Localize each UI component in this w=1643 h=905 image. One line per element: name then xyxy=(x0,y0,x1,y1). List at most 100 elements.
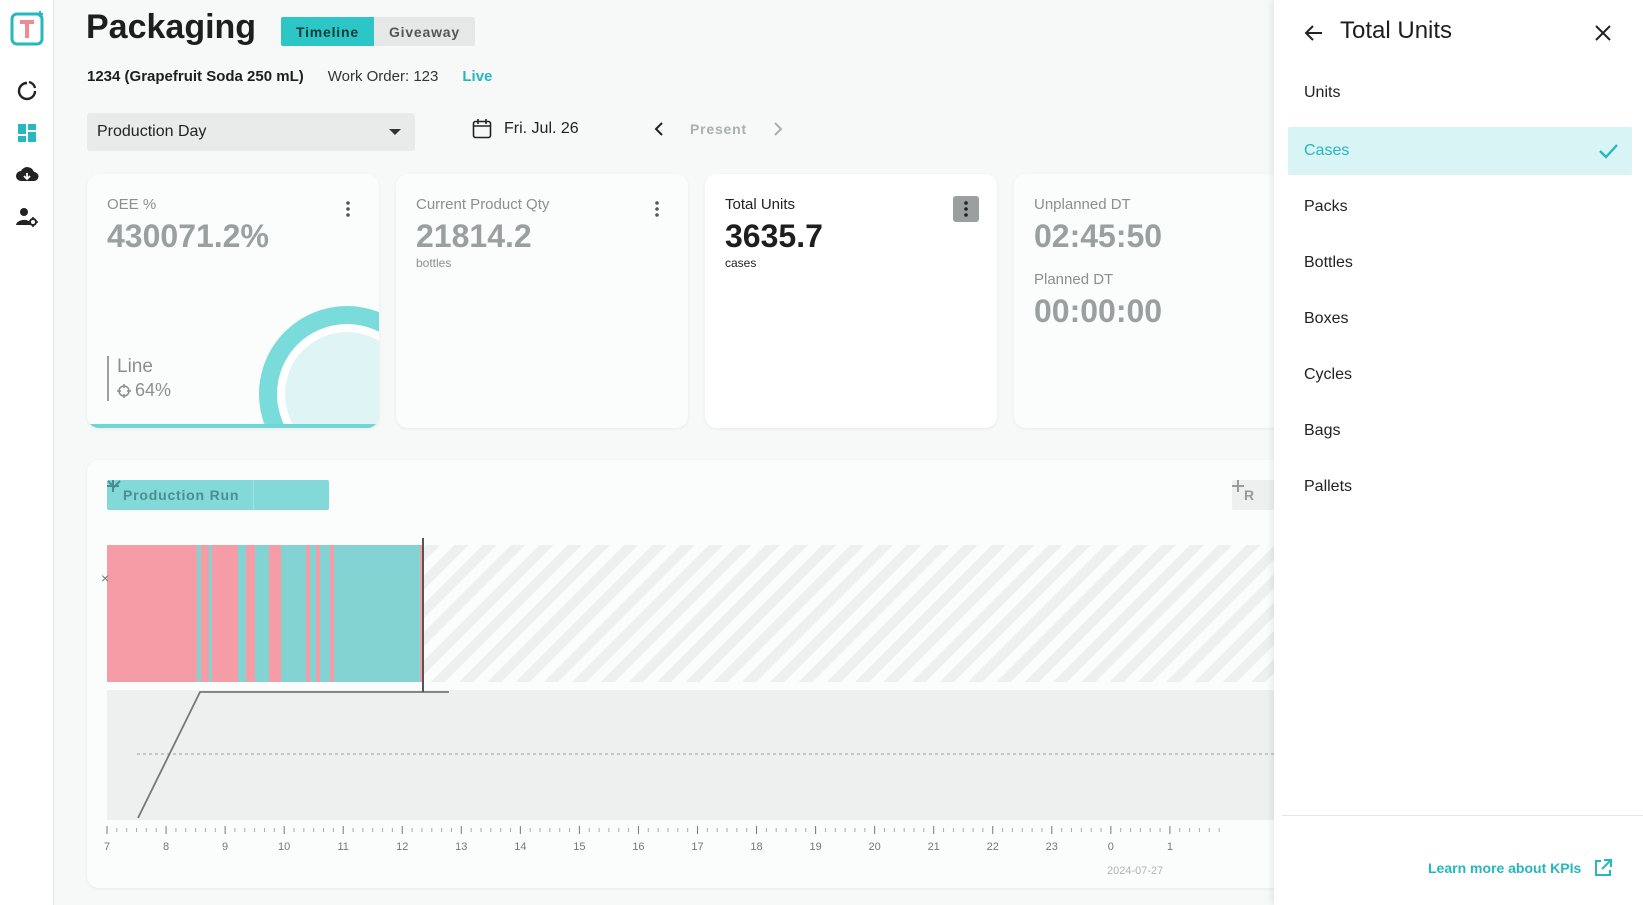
cloud-icon[interactable] xyxy=(14,161,40,187)
chevron-down-icon[interactable] xyxy=(107,480,329,510)
chevron-right-icon[interactable] xyxy=(767,118,789,140)
target-icon xyxy=(117,383,131,398)
status-segment-down[interactable] xyxy=(269,545,281,682)
learn-more-link[interactable]: Learn more about KPIs xyxy=(1428,858,1613,878)
x-tick-label: 21 xyxy=(928,841,940,853)
card-accent-bar xyxy=(87,424,379,428)
x-tick-label: 9 xyxy=(222,841,228,853)
rate-chart-area xyxy=(107,690,1287,820)
kpi-card-downtime[interactable]: Unplanned DT 02:45:50 Planned DT 00:00:0… xyxy=(1014,174,1306,428)
kpi-unit: bottles xyxy=(416,256,452,270)
product-name: 1234 (Grapefruit Soda 250 mL) xyxy=(87,68,304,85)
more-vert-icon[interactable] xyxy=(644,196,670,222)
status-segment-down[interactable] xyxy=(212,545,238,682)
x-tick-label: 16 xyxy=(632,841,644,853)
x-axis: 7 8 9 10 11 12 13 14 15 16 17 18 19 20 21 22 23 0 1 xyxy=(104,826,1220,853)
tab-giveaway[interactable]: Giveaway xyxy=(373,17,475,46)
date-label: 2024-07-27 xyxy=(1107,865,1163,877)
x-tick-label: 18 xyxy=(750,841,762,853)
status-segment-down[interactable] xyxy=(107,545,197,682)
unit-option-cases[interactable]: Cases xyxy=(1288,127,1632,175)
logo-icon[interactable] xyxy=(10,10,46,46)
more-vert-icon[interactable] xyxy=(953,196,979,222)
option-label: Pallets xyxy=(1304,478,1353,495)
unit-option-pallets[interactable]: Pallets xyxy=(1288,463,1632,511)
status-bar xyxy=(107,545,423,682)
kpi-label-planned: Planned DT xyxy=(1034,271,1114,288)
close-small-icon: × xyxy=(101,570,109,586)
status-segment-down[interactable] xyxy=(316,545,320,682)
work-order: Work Order: 123 xyxy=(327,68,439,85)
units-drawer: Total Units Units Cases Packs Bottles Bo… xyxy=(1274,0,1643,905)
unit-option-units[interactable]: Units xyxy=(1288,69,1632,117)
unit-option-cycles[interactable]: Cycles xyxy=(1288,351,1632,399)
x-tick-label: 20 xyxy=(869,841,881,853)
option-label: Bags xyxy=(1304,422,1341,439)
close-icon[interactable] xyxy=(1590,20,1616,46)
x-tick-label: 19 xyxy=(809,841,821,853)
status-segment-running[interactable] xyxy=(334,545,420,682)
arrow-back-icon[interactable] xyxy=(1300,20,1326,46)
dashboard-icon[interactable] xyxy=(14,120,40,146)
kpi-label: Unplanned DT xyxy=(1034,196,1131,213)
production-run-button[interactable]: Production Run xyxy=(107,480,329,510)
tab-timeline[interactable]: Timeline xyxy=(281,17,374,46)
x-tick-label: 22 xyxy=(987,841,999,853)
kpi-card-product-qty[interactable]: Current Product Qty 21814.2 bottles xyxy=(396,174,688,428)
x-tick-label: 10 xyxy=(278,841,290,853)
unit-option-bottles[interactable]: Bottles xyxy=(1288,239,1632,287)
status-segment-down[interactable] xyxy=(246,545,255,682)
status-segment-down[interactable] xyxy=(306,545,310,682)
date-pager: Present xyxy=(648,118,789,140)
status-segment-down[interactable] xyxy=(330,545,334,682)
present-button[interactable]: Present xyxy=(690,121,747,137)
x-tick-label: 23 xyxy=(1046,841,1058,853)
x-tick-label: 8 xyxy=(163,841,169,853)
caret-down-icon xyxy=(389,129,401,135)
x-tick-label: 14 xyxy=(514,841,526,853)
live-status: Live xyxy=(462,68,493,85)
plus-icon xyxy=(1232,480,1244,492)
status-segment-running[interactable] xyxy=(255,545,269,682)
x-tick-label: 0 xyxy=(1108,841,1114,853)
kpi-label: OEE % xyxy=(107,196,157,213)
user-settings-icon[interactable] xyxy=(14,204,40,230)
x-tick-label: 15 xyxy=(573,841,585,853)
unit-option-boxes[interactable]: Boxes xyxy=(1288,295,1632,343)
refresh-icon[interactable] xyxy=(14,78,40,104)
open-in-new-icon xyxy=(1595,859,1613,876)
kpi-card-total-units[interactable]: Total Units 3635.7 cases xyxy=(705,174,997,428)
unit-option-packs[interactable]: Packs xyxy=(1288,183,1632,231)
kpi-value: 21814.2 xyxy=(416,218,532,254)
line-label: Line xyxy=(117,356,153,377)
kpi-value: 430071.2% xyxy=(107,218,269,254)
unit-option-bags[interactable]: Bags xyxy=(1288,407,1632,455)
page-title: Packaging xyxy=(86,8,257,46)
option-label: Bottles xyxy=(1304,254,1353,271)
status-segment-down[interactable] xyxy=(201,545,209,682)
status-segment-running[interactable] xyxy=(320,545,330,682)
right-button-label: R xyxy=(1244,487,1255,503)
kpi-label: Total Units xyxy=(725,196,796,213)
status-segment-running[interactable] xyxy=(238,545,246,682)
timeline-panel: × 7 8 9 10 11 12 13 14 15 16 17 18 19 20 21 22 23 0 1 2024… xyxy=(87,460,1287,888)
status-segment-running[interactable] xyxy=(197,545,201,682)
kpi-unit: cases xyxy=(725,256,757,270)
line-target-value: 64% xyxy=(135,380,172,400)
option-label: Cases xyxy=(1304,142,1350,159)
more-vert-icon[interactable] xyxy=(335,196,361,222)
status-segment-down[interactable] xyxy=(420,545,423,682)
drawer-title: Total Units xyxy=(1340,17,1453,44)
status-segment-running[interactable] xyxy=(209,545,212,682)
period-select[interactable]: Production Day xyxy=(87,113,415,151)
kpi-card-oee[interactable]: OEE % 430071.2% Line 64% xyxy=(87,174,379,428)
status-segment-running[interactable] xyxy=(310,545,316,682)
status-segment-running[interactable] xyxy=(281,545,306,682)
chevron-left-icon[interactable] xyxy=(648,118,670,140)
kpi-value: 3635.7 xyxy=(725,218,823,254)
date-value: Fri. Jul. 26 xyxy=(504,120,579,137)
x-tick-label: 11 xyxy=(337,841,348,853)
option-label: Packs xyxy=(1304,198,1348,215)
date-picker[interactable]: Fri. Jul. 26 xyxy=(472,118,579,140)
check-icon xyxy=(1599,144,1618,159)
